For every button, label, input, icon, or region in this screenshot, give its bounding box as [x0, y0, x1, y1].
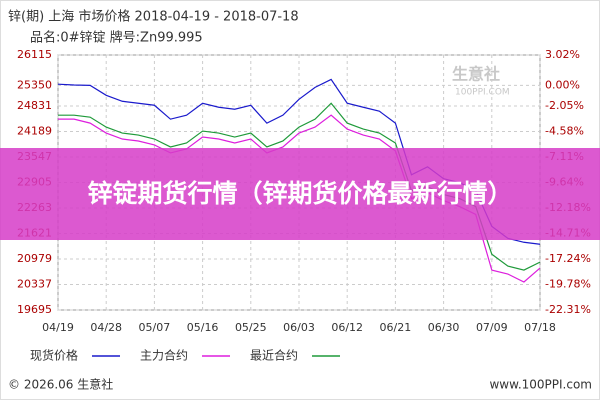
y2-tick-label: -19.78% — [545, 278, 591, 291]
y-tick-label: 19695 — [17, 303, 52, 316]
y2-tick-label: -17.24% — [545, 252, 591, 265]
watermark-url: 100PPI.COM — [455, 88, 510, 98]
y-tick-label: 24189 — [17, 125, 52, 138]
x-tick-label: 05/16 — [187, 321, 219, 334]
footer-right: www.100PPI.com — [489, 378, 592, 392]
y2-tick-label: 0.00% — [545, 78, 580, 91]
x-tick-label: 06/12 — [331, 321, 363, 334]
legend-label: 主力合约 — [140, 348, 188, 363]
y-tick-label: 25350 — [17, 78, 52, 91]
y2-tick-label: -4.58% — [545, 125, 584, 138]
footer-left: © 2026.06 生意社 — [8, 377, 113, 392]
x-tick-label: 06/03 — [283, 321, 315, 334]
legend-label: 最近合约 — [250, 348, 298, 363]
y2-tick-label: 3.02% — [545, 48, 580, 61]
y2-tick-label: -22.31% — [545, 303, 591, 316]
x-tick-label: 06/30 — [428, 321, 460, 334]
x-tick-label: 05/07 — [139, 321, 171, 334]
y-tick-label: 20337 — [17, 278, 52, 291]
y-tick-label: 24831 — [17, 99, 52, 112]
x-tick-label: 07/09 — [476, 321, 508, 334]
y-tick-label: 26115 — [17, 48, 52, 61]
x-tick-label: 06/21 — [380, 321, 412, 334]
x-tick-label: 04/19 — [42, 321, 74, 334]
y-tick-label: 20979 — [17, 252, 52, 265]
chart-title: 锌(期) 上海 市场价格 2018-04-19 - 2018-07-18 — [8, 9, 299, 25]
legend-label: 现货价格 — [30, 348, 78, 363]
x-tick-label: 05/25 — [235, 321, 267, 334]
x-tick-label: 07/18 — [524, 321, 556, 334]
watermark: 生意社 — [452, 65, 500, 84]
y2-tick-label: -2.05% — [545, 99, 584, 112]
overlay-title: 锌锭期货行情（锌期货价格最新行情） — [87, 179, 513, 208]
banner: 锌锭期货行情（锌期货价格最新行情） — [0, 148, 600, 240]
x-tick-label: 04/28 — [90, 321, 122, 334]
chart-subtitle: 品名:0#锌锭 牌号:Zn99.995 — [30, 30, 203, 46]
